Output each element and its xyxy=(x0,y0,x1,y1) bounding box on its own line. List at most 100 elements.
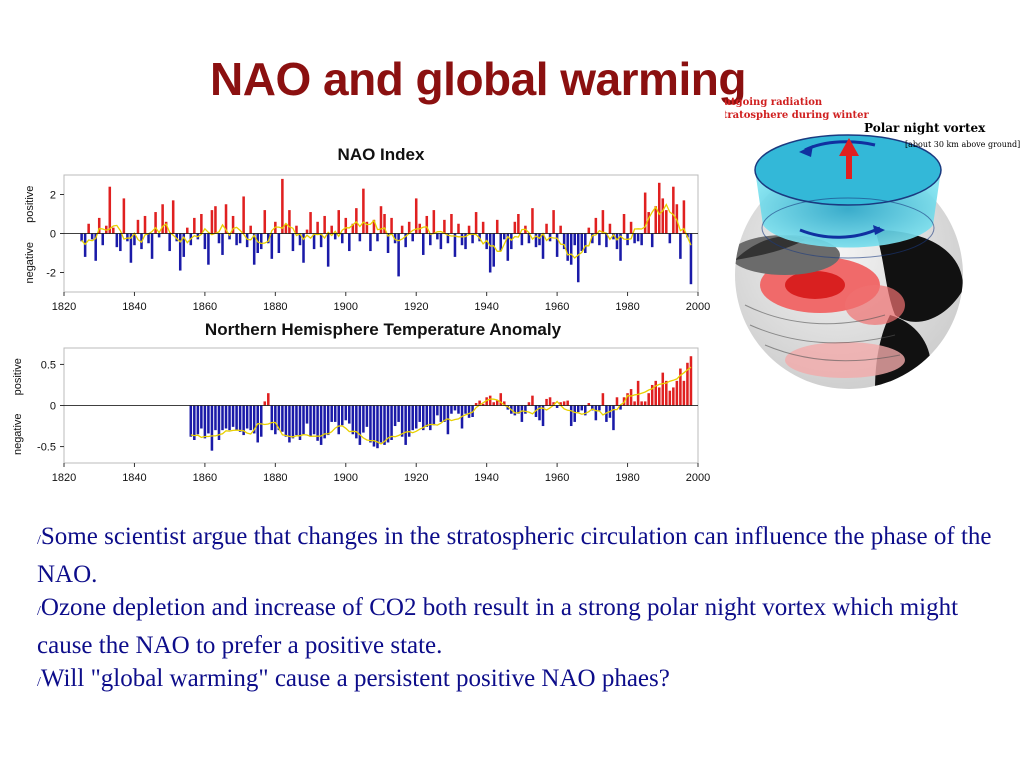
bar-negative xyxy=(555,233,559,257)
bar-negative xyxy=(418,405,422,422)
bar-negative xyxy=(555,405,559,408)
outgoing-radiation-arrow-icon xyxy=(839,138,859,179)
bar-negative xyxy=(358,405,362,445)
bar-positive xyxy=(633,401,636,406)
bar-positive xyxy=(636,380,640,406)
bar-positive xyxy=(548,397,552,406)
bar-negative xyxy=(580,405,584,411)
smoothed-curve xyxy=(81,203,692,259)
bar-negative xyxy=(189,405,193,437)
bar-negative xyxy=(390,405,393,440)
bar-negative xyxy=(274,405,277,435)
bar-negative xyxy=(636,233,640,242)
bar-negative xyxy=(333,233,337,240)
bar-negative xyxy=(80,233,83,242)
bar-negative xyxy=(178,233,182,271)
bar-positive xyxy=(527,402,531,406)
bullet-item: /Ozone depletion and increase of CO2 bot… xyxy=(37,591,997,662)
bar-negative xyxy=(376,405,379,449)
bar-negative xyxy=(453,233,457,257)
bar-negative xyxy=(372,405,376,447)
bar-negative xyxy=(231,405,235,427)
bar-negative xyxy=(238,233,242,244)
bar-negative xyxy=(386,405,390,443)
bar-positive xyxy=(295,225,298,234)
bar-positive xyxy=(161,204,164,234)
bar-negative xyxy=(288,405,291,443)
bar-negative xyxy=(196,405,200,435)
polar-vortex-label: Polar night vortex xyxy=(864,121,986,135)
bar-positive xyxy=(640,401,643,406)
bar-negative xyxy=(203,405,207,439)
bar-negative xyxy=(467,405,471,418)
bar-negative xyxy=(270,233,274,259)
bar-negative xyxy=(612,233,615,240)
bar-negative xyxy=(439,405,443,422)
bar-positive xyxy=(450,214,453,234)
bar-negative xyxy=(615,233,619,250)
bullet-list: /Some scientist argue that changes in th… xyxy=(37,520,997,700)
bar-negative xyxy=(443,405,446,422)
bar-negative xyxy=(235,405,238,431)
y-label-positive: positive xyxy=(24,186,36,223)
bar-positive xyxy=(647,212,650,234)
bar-positive xyxy=(668,390,672,406)
x-tick-label: 1840 xyxy=(122,472,146,484)
bar-positive xyxy=(492,402,495,406)
bar-negative xyxy=(259,233,263,250)
bar-positive xyxy=(552,210,555,234)
bar-positive xyxy=(643,192,647,234)
bar-negative xyxy=(619,405,622,410)
bar-negative xyxy=(517,405,520,414)
bar-positive xyxy=(517,214,520,234)
x-tick-label: 1820 xyxy=(52,301,76,310)
x-tick-label: 1900 xyxy=(334,472,358,484)
bar-positive xyxy=(650,384,654,406)
polar-vortex-sublabel: [about 30 km above ground] xyxy=(905,140,1020,149)
bar-positive xyxy=(654,380,658,406)
bar-negative xyxy=(340,405,344,426)
bar-negative xyxy=(351,405,355,435)
bar-positive xyxy=(467,225,471,234)
bar-positive xyxy=(112,227,115,234)
bar-negative xyxy=(432,405,436,426)
bar-positive xyxy=(242,196,245,234)
y-tick-label: -2 xyxy=(46,268,56,280)
bar-positive xyxy=(108,186,112,234)
chart-title: Northern Hemisphere Temperature Anomaly xyxy=(205,320,562,339)
bar-negative xyxy=(326,405,330,436)
bar-positive xyxy=(263,401,267,406)
bar-positive xyxy=(499,393,503,406)
bar-negative xyxy=(281,405,284,432)
bar-negative xyxy=(228,405,231,431)
bar-negative xyxy=(358,233,362,242)
bar-negative xyxy=(256,233,259,253)
bar-negative xyxy=(400,405,404,437)
bar-negative xyxy=(576,405,580,413)
bar-positive xyxy=(263,210,267,234)
bar-negative xyxy=(679,233,682,259)
bar-negative xyxy=(252,405,256,434)
bar-negative xyxy=(506,233,510,261)
bar-negative xyxy=(376,233,379,242)
y-tick-label: 0.5 xyxy=(41,359,56,371)
bar-positive xyxy=(566,400,569,406)
bar-negative xyxy=(302,405,305,435)
bar-positive xyxy=(478,400,481,406)
bar-negative xyxy=(365,405,369,427)
bar-negative xyxy=(397,405,400,422)
bar-positive xyxy=(545,223,548,234)
bar-negative xyxy=(397,233,400,277)
bar-negative xyxy=(355,405,358,439)
bar-negative xyxy=(298,405,302,440)
bar-negative xyxy=(200,405,203,429)
bar-negative xyxy=(386,233,390,253)
bar-negative xyxy=(436,233,439,240)
chart-title: NAO Index xyxy=(338,145,425,164)
bar-positive xyxy=(186,227,189,234)
bar-negative xyxy=(488,233,492,273)
bar-positive xyxy=(365,221,369,234)
bar-positive xyxy=(601,210,605,234)
bar-negative xyxy=(267,233,270,244)
bar-negative xyxy=(302,233,305,263)
